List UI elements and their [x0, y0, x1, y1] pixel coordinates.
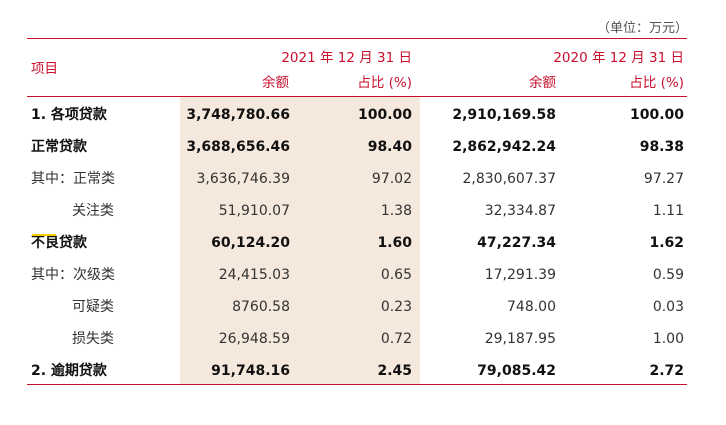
header-ratio-2021: 占比 (%)	[357, 75, 412, 91]
ratio-2020: 0.03	[652, 299, 684, 315]
balance-2021: 51,910.07	[218, 203, 290, 219]
table-bottom-rule	[27, 384, 687, 385]
row-label: 不良贷款	[31, 235, 87, 251]
balance-2020: 29,187.95	[484, 331, 556, 347]
balance-2020: 47,227.34	[477, 235, 556, 251]
ratio-2021: 1.38	[380, 203, 412, 219]
header-balance-2020: 余额	[529, 75, 556, 91]
highlight-mark	[32, 234, 56, 236]
ratio-2021: 0.23	[380, 299, 412, 315]
ratio-2021: 97.02	[371, 171, 412, 187]
balance-2020: 32,334.87	[484, 203, 556, 219]
row-label: 其中：次级类	[31, 267, 115, 283]
header-balance-2021: 余额	[262, 75, 289, 91]
unit-note: （单位：万元）	[596, 21, 688, 36]
header-ratio-2020: 占比 (%)	[629, 75, 684, 91]
ratio-2020: 98.38	[639, 139, 684, 155]
ratio-2020: 0.59	[652, 267, 684, 283]
balance-2021: 91,748.16	[211, 363, 290, 379]
ratio-2021: 2.45	[377, 363, 412, 379]
row-label: 可疑类	[72, 299, 114, 315]
ratio-2020: 1.00	[652, 331, 684, 347]
balance-2021: 3,636,746.39	[196, 171, 290, 187]
balance-2021: 60,124.20	[211, 235, 290, 251]
ratio-2021: 0.65	[380, 267, 412, 283]
balance-2020: 748.00	[507, 299, 556, 315]
highlight-column-2021	[180, 97, 420, 384]
balance-2021: 3,748,780.66	[186, 107, 290, 123]
ratio-2020: 97.27	[643, 171, 684, 187]
row-label: 2. 逾期贷款	[31, 363, 107, 379]
ratio-2020: 100.00	[629, 107, 684, 123]
row-label: 正常贷款	[31, 139, 87, 155]
balance-2020: 2,830,607.37	[462, 171, 556, 187]
ratio-2021: 0.72	[380, 331, 412, 347]
header-item: 项目	[31, 61, 58, 77]
ratio-2021: 100.00	[357, 107, 412, 123]
balance-2021: 24,415.03	[218, 267, 290, 283]
balance-2021: 8760.58	[232, 299, 290, 315]
table-top-rule	[27, 38, 687, 39]
row-label: 关注类	[72, 203, 114, 219]
ratio-2020: 1.62	[649, 235, 684, 251]
ratio-2021: 98.40	[367, 139, 412, 155]
header-rule	[27, 96, 687, 97]
header-year-2020: 2020 年 12 月 31 日	[553, 50, 684, 66]
balance-2020: 79,085.42	[477, 363, 556, 379]
ratio-2020: 1.11	[652, 203, 684, 219]
header-year-2021: 2021 年 12 月 31 日	[281, 50, 412, 66]
balance-2021: 26,948.59	[218, 331, 290, 347]
balance-2021: 3,688,656.46	[186, 139, 290, 155]
row-label: 损失类	[72, 331, 114, 347]
balance-2020: 2,862,942.24	[452, 139, 556, 155]
row-label: 其中：正常类	[31, 171, 115, 187]
balance-2020: 2,910,169.58	[452, 107, 556, 123]
row-label: 1. 各项贷款	[31, 107, 107, 123]
ratio-2021: 1.60	[377, 235, 412, 251]
balance-2020: 17,291.39	[484, 267, 556, 283]
ratio-2020: 2.72	[649, 363, 684, 379]
